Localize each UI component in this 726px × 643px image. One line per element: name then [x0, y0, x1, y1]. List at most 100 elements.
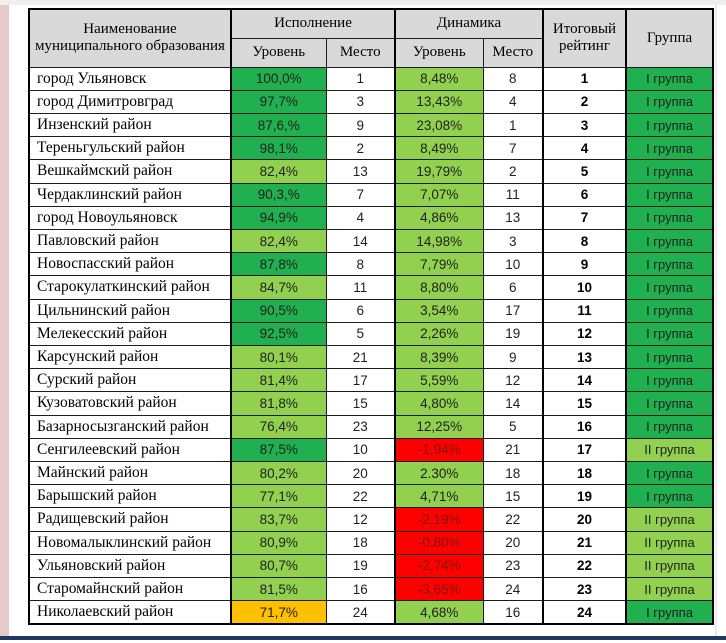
- municipality-name: Кузоватовский район: [28, 391, 232, 416]
- table-row: город Димитровград 97,7% 3 13,43% 4 2 I группа: [28, 89, 714, 114]
- dynamics-place: 15: [482, 484, 544, 509]
- municipality-name: Старокулаткинский район: [28, 275, 232, 300]
- execution-place: 2: [325, 136, 396, 161]
- dynamics-place: 23: [482, 553, 544, 578]
- municipality-name: Новоспасский район: [28, 252, 232, 277]
- dynamics-level: -2,19%: [394, 507, 484, 532]
- execution-level: 97,7%: [230, 89, 327, 114]
- group-label: I группа: [625, 414, 714, 439]
- execution-place: 3: [325, 89, 396, 114]
- group-label: I группа: [625, 321, 714, 346]
- dynamics-place: 11: [482, 182, 544, 207]
- dynamics-level: 7,79%: [394, 252, 484, 277]
- municipality-name: Николаевский район: [28, 600, 232, 625]
- table-row: город Новоульяновск 94,9% 4 4,86% 13 7 I групп…: [28, 205, 714, 230]
- execution-level: 90,5%: [230, 298, 327, 323]
- dynamics-place: 24: [482, 576, 544, 602]
- municipality-name: Вешкаймский район: [28, 159, 232, 184]
- execution-level: 92,5%: [230, 321, 327, 346]
- execution-place: 7: [325, 182, 396, 207]
- municipality-name: Мелекесский район: [28, 321, 232, 346]
- execution-level: 87,8%: [230, 252, 327, 277]
- final-rating: 14: [542, 368, 627, 393]
- municipality-name: Инзенский район: [28, 112, 232, 138]
- table-row: Майнский район 80,2% 20 2.30% 18 18 I группа: [28, 460, 714, 486]
- group-label: I группа: [625, 600, 714, 625]
- execution-level: 81,8%: [230, 391, 327, 416]
- municipality-name: Цильнинский район: [28, 298, 232, 323]
- dynamics-place: 20: [482, 530, 544, 555]
- execution-level: 81,5%: [230, 576, 327, 602]
- table-body: город Ульяновск 100,0% 1 8,48% 8 1 I группа гор…: [28, 66, 714, 625]
- dynamics-level: 14,98%: [394, 228, 484, 254]
- dynamics-level: 12,25%: [394, 414, 484, 439]
- table-row: Новомалыклинский район 80,9% 18 -0,80% 20 21 I…: [28, 530, 714, 555]
- dynamics-place: 4: [482, 89, 544, 114]
- group-label: I группа: [625, 136, 714, 161]
- execution-place: 23: [325, 414, 396, 439]
- group-label: I группа: [625, 66, 714, 91]
- table-row: Базарносызганский район 76,4% 23 12,25% 5 16 I…: [28, 414, 714, 439]
- municipality-name: Базарносызганский район: [28, 414, 232, 439]
- execution-place: 15: [325, 391, 396, 416]
- group-label: I группа: [625, 182, 714, 207]
- table-row: Карсунский район 80,1% 21 8,39% 9 13 I группа: [28, 344, 714, 370]
- table-row: Цильнинский район 90,5% 6 3,54% 17 11 I группа: [28, 298, 714, 323]
- final-rating: 10: [542, 275, 627, 300]
- execution-level: 82,4%: [230, 159, 327, 184]
- execution-place: 4: [325, 205, 396, 230]
- group-label: II группа: [625, 437, 714, 462]
- municipality-name: Барышский район: [28, 484, 232, 509]
- execution-place: 16: [325, 576, 396, 602]
- dynamics-level: 8,80%: [394, 275, 484, 300]
- execution-place: 9: [325, 112, 396, 138]
- dynamics-level: 7,07%: [394, 182, 484, 207]
- final-rating: 4: [542, 136, 627, 161]
- municipality-name: Павловский район: [28, 228, 232, 254]
- table-row: Тереньгульский район 98,1% 2 8,49% 7 4 I групп…: [28, 136, 714, 161]
- table-row: Инзенский район 87,6,% 9 23,08% 1 3 I группа: [28, 112, 714, 138]
- table-row: Старокулаткинский район 84,7% 11 8,80% 6 10 I …: [28, 275, 714, 300]
- municipality-name: город Новоульяновск: [28, 205, 232, 230]
- municipality-name: Старомайнский район: [28, 576, 232, 602]
- dynamics-level: 19,79%: [394, 159, 484, 184]
- table-row: Сенгилеевский район 87,5% 10 -1,94% 21 17 II г…: [28, 437, 714, 462]
- execution-level: 87,5%: [230, 437, 327, 462]
- final-rating: 15: [542, 391, 627, 416]
- dynamics-place: 13: [482, 205, 544, 230]
- dynamics-place: 14: [482, 391, 544, 416]
- col-header-execution-place: Место: [325, 37, 396, 68]
- page-right-edge: [715, 5, 717, 636]
- group-label: I группа: [625, 460, 714, 486]
- dynamics-level: 2,26%: [394, 321, 484, 346]
- dynamics-place: 2: [482, 159, 544, 184]
- execution-level: 77,1%: [230, 484, 327, 509]
- final-rating: 1: [542, 66, 627, 91]
- final-rating: 7: [542, 205, 627, 230]
- final-rating: 9: [542, 252, 627, 277]
- dynamics-level: 8,49%: [394, 136, 484, 161]
- final-rating: 2: [542, 89, 627, 114]
- rating-table: Наименование муниципального образования …: [28, 8, 715, 625]
- table-row: город Ульяновск 100,0% 1 8,48% 8 1 I группа: [28, 66, 714, 91]
- execution-place: 12: [325, 507, 396, 532]
- table-row: Барышский район 77,1% 22 4,71% 15 19 I группа: [28, 484, 714, 509]
- execution-level: 80,9%: [230, 530, 327, 555]
- municipality-name: Майнский район: [28, 460, 232, 486]
- group-label: II группа: [625, 507, 714, 532]
- execution-place: 10: [325, 437, 396, 462]
- execution-place: 19: [325, 553, 396, 578]
- execution-place: 17: [325, 368, 396, 393]
- table-row: Ульяновский район 80,7% 19 -2,74% 23 22 II гру…: [28, 553, 714, 578]
- execution-level: 81,4%: [230, 368, 327, 393]
- dynamics-place: 8: [482, 66, 544, 91]
- execution-place: 20: [325, 460, 396, 486]
- final-rating: 18: [542, 460, 627, 486]
- group-label: I группа: [625, 368, 714, 393]
- execution-place: 14: [325, 228, 396, 254]
- dynamics-place: 17: [482, 298, 544, 323]
- execution-place: 1: [325, 66, 396, 91]
- final-rating: 20: [542, 507, 627, 532]
- execution-place: 24: [325, 600, 396, 625]
- final-rating: 6: [542, 182, 627, 207]
